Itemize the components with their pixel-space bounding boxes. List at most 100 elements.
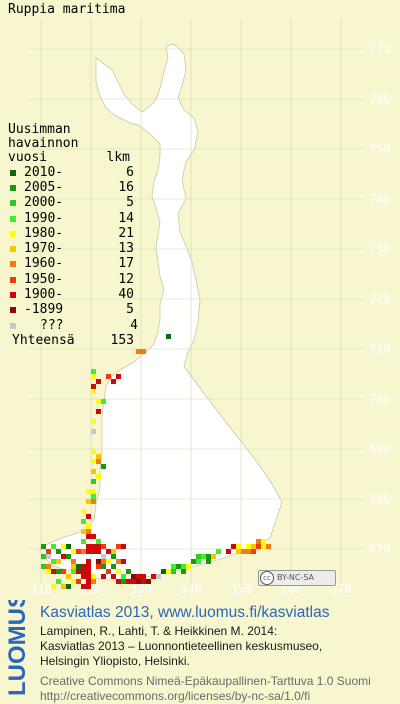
observation-square [111,379,116,384]
observation-square [166,334,171,339]
observation-square [91,419,96,424]
observation-square [81,509,86,514]
legend-header: Uusimman havainnon vuosi lkm [8,123,138,165]
observation-square [181,564,186,569]
observation-square [96,544,101,549]
observation-square [86,564,91,569]
easting-label: 370 [330,582,352,595]
observation-square [91,549,96,554]
legend-count: 40 [118,287,134,303]
legend-col-count: lkm [106,150,130,165]
observation-square [71,559,76,564]
observation-square [106,559,111,564]
easting-label: 340 [180,582,202,595]
northing-label: 770 [369,42,391,56]
observation-square [46,554,51,559]
observation-square [211,554,216,559]
legend-row: 1990- 14 [8,211,138,226]
observation-square [51,584,56,589]
observation-square [236,544,241,549]
observation-square [86,569,91,574]
observation-square [96,539,101,544]
observation-square [116,559,121,564]
luomus-logo: LUOMUS [4,600,30,696]
observation-square [91,544,96,549]
observation-square [96,559,101,564]
observation-square [191,559,196,564]
observation-square [246,544,251,549]
observation-square [101,564,106,569]
license-line: Creative Commons Nimeä-Epäkaupallinen-Ta… [40,674,371,688]
observation-square [141,579,146,584]
observation-square [76,564,81,569]
legend-row: -1899 5 [8,303,138,318]
observation-square [141,349,146,354]
legend-column-headers: vuosi lkm [8,151,130,165]
observation-square [121,579,126,584]
svg-text:LUOMUS: LUOMUS [4,600,30,696]
license-line: http://creativecommons.org/licenses/by-n… [40,689,311,703]
observation-square [61,584,66,589]
observation-square [81,569,86,574]
observation-square [96,564,101,569]
observation-square [96,409,101,414]
observation-square [66,554,71,559]
observation-square [246,549,251,554]
observation-square [171,569,176,574]
legend-row: 2005- 16 [8,180,138,195]
legend-swatch [10,184,16,191]
legend-count: 4 [130,317,138,333]
observation-square [261,544,266,549]
legend-col-year: vuosi [8,150,48,165]
observation-square [86,489,91,494]
observation-square [71,549,76,554]
observation-square [181,569,186,574]
observation-square [151,574,156,579]
observation-square [131,579,136,584]
observation-square [46,564,51,569]
legend-swatch [10,292,16,299]
observation-square [86,579,91,584]
observation-square [176,564,181,569]
observation-square [81,549,86,554]
observation-square [91,499,96,504]
observation-square [166,569,171,574]
legend-row: ??? 4 [8,318,138,333]
observation-square [91,479,96,484]
observation-square [86,559,91,564]
observation-square [91,469,96,474]
footer-reference: Lampinen, R., Lahti, T. & Heikkinen M. 2… [40,624,371,669]
observation-square [86,514,91,519]
observation-square [111,574,116,579]
observation-square [56,579,61,584]
observation-square [96,459,101,464]
observation-square [61,569,66,574]
observation-square [161,569,166,574]
observation-square [81,529,86,534]
observation-square [76,569,81,574]
observation-square [86,529,91,534]
observation-square [96,474,101,479]
observation-square [196,554,201,559]
legend-label: 1960- [24,256,64,272]
legend-total: Yhteensä 153 [8,334,138,350]
footer: Kasviatlas 2013, www.luomus.fi/kasviatla… [40,604,371,704]
reference-line: Lampinen, R., Lahti, T. & Heikkinen M. 2… [40,624,278,638]
observation-square [111,549,116,554]
cc-license-badge: cc BY-NC-SA [258,570,336,586]
observation-square [121,559,126,564]
easting-label: 310 [30,582,52,595]
observation-square [81,584,86,589]
legend-label: 1950- [24,271,64,287]
legend-label: 2005- [24,179,64,195]
observation-square [171,564,176,569]
legend-row: 1950- 12 [8,272,138,287]
observation-square [101,574,106,579]
easting-label: 330 [130,582,152,595]
observation-square [41,544,46,549]
species-name: Ruppia maritima [8,2,126,17]
legend-swatch [10,322,16,329]
cc-icon: cc [260,571,274,585]
observation-square [266,544,271,549]
observation-square [81,574,86,579]
